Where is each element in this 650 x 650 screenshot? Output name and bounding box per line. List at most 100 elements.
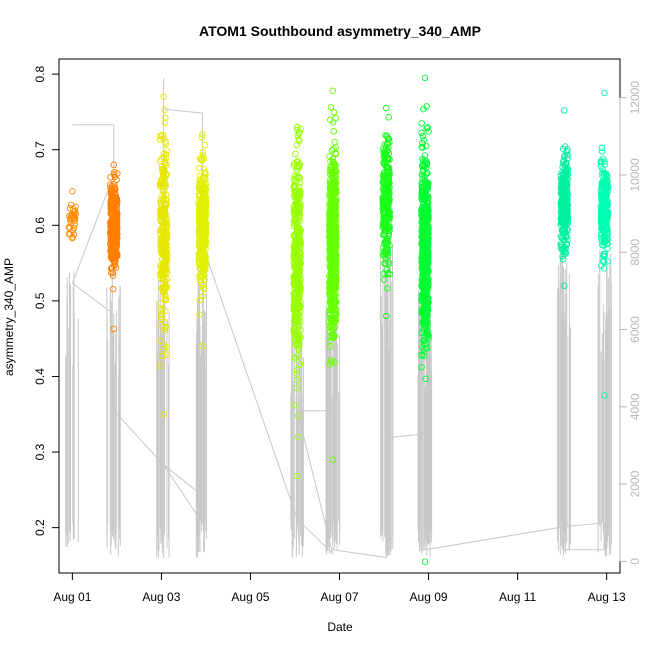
data-point [331, 138, 338, 146]
data-point [382, 131, 389, 139]
data-point [107, 209, 114, 217]
data-point [328, 270, 336, 277]
data-point [603, 186, 610, 193]
data-point [327, 205, 334, 212]
point-cluster-5 [326, 87, 340, 463]
data-point [559, 163, 566, 171]
data-point [330, 109, 338, 116]
data-point [162, 114, 169, 121]
data-point [602, 231, 610, 238]
data-point [162, 323, 169, 331]
data-point [161, 260, 168, 268]
data-point [161, 119, 168, 126]
data-point [113, 241, 120, 249]
data-point [604, 258, 611, 265]
data-point [160, 276, 168, 284]
data-point [600, 253, 608, 260]
data-point [329, 456, 337, 463]
data-point [604, 209, 611, 216]
data-point [293, 367, 301, 374]
data-point [198, 279, 206, 286]
data-point [599, 218, 607, 225]
data-point [597, 159, 605, 166]
data-point [331, 323, 339, 331]
data-point [559, 145, 567, 153]
data-point [424, 327, 431, 335]
data-point [328, 217, 335, 224]
data-point [113, 176, 120, 183]
data-point [326, 361, 334, 368]
data-point [419, 155, 426, 163]
data-point [113, 202, 121, 209]
data-point [163, 351, 170, 358]
data-point [423, 125, 430, 132]
point-cluster-4 [290, 123, 304, 480]
data-point [296, 279, 303, 287]
data-point [109, 233, 116, 240]
data-point [386, 156, 393, 163]
data-point [384, 164, 391, 171]
data-point [199, 149, 207, 156]
data-point [294, 266, 302, 273]
data-point [292, 320, 300, 328]
data-point [419, 132, 427, 140]
data-point [422, 177, 429, 184]
data-point [163, 276, 171, 283]
data-point [604, 177, 611, 185]
data-point [564, 208, 571, 216]
data-point [296, 244, 304, 252]
data-point [420, 300, 427, 307]
data-point [600, 265, 608, 272]
data-point [385, 171, 393, 179]
data-point [199, 246, 206, 254]
data-point [329, 318, 336, 326]
right-tick-label: 10000 [628, 158, 642, 192]
x-axis-label: Date [327, 620, 353, 634]
data-point [158, 227, 165, 235]
data-point [293, 173, 300, 181]
data-point [161, 160, 169, 167]
data-point [295, 336, 302, 344]
x-tick-label: Aug 09 [410, 590, 448, 604]
data-point [379, 197, 387, 204]
data-point [294, 412, 302, 419]
data-point [328, 273, 336, 280]
data-point [297, 200, 304, 208]
data-point [382, 312, 390, 320]
data-point [420, 253, 427, 261]
data-point [424, 253, 431, 261]
data-point [196, 186, 204, 194]
data-point [109, 285, 117, 293]
data-point [380, 160, 388, 168]
data-point [197, 182, 204, 190]
data-point [563, 167, 571, 174]
data-point [327, 116, 334, 124]
data-point [425, 128, 432, 135]
data-point [157, 271, 164, 279]
data-point [598, 205, 605, 212]
data-point [384, 139, 392, 147]
data-point [291, 353, 299, 361]
data-point [603, 229, 611, 237]
data-point [71, 217, 79, 225]
data-point [163, 260, 170, 268]
data-point [294, 376, 301, 384]
data-point [379, 224, 386, 231]
data-point [332, 251, 340, 259]
x-tick-label: Aug 01 [53, 590, 91, 604]
data-point [562, 168, 569, 176]
data-point [330, 298, 337, 305]
data-point [295, 173, 303, 181]
data-point [157, 300, 164, 307]
data-point [157, 337, 164, 344]
data-point [158, 249, 165, 256]
point-cluster-9 [597, 89, 612, 399]
data-point [163, 222, 170, 229]
data-point [332, 168, 340, 176]
data-point [599, 257, 607, 264]
data-point [110, 181, 118, 188]
data-point [200, 240, 208, 247]
data-point [561, 152, 569, 159]
data-point [564, 175, 571, 183]
scatter-points [65, 74, 612, 565]
